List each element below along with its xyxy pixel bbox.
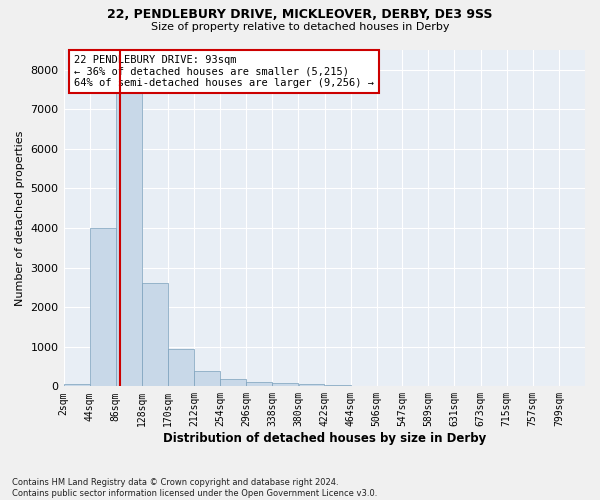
Bar xyxy=(272,383,298,386)
Bar xyxy=(168,348,194,387)
Bar xyxy=(142,284,168,387)
Bar xyxy=(299,384,325,386)
Bar xyxy=(247,382,272,386)
Text: Size of property relative to detached houses in Derby: Size of property relative to detached ho… xyxy=(151,22,449,32)
Bar xyxy=(220,380,246,386)
Y-axis label: Number of detached properties: Number of detached properties xyxy=(15,130,25,306)
Bar xyxy=(90,228,116,386)
Bar xyxy=(325,384,350,386)
Text: Contains HM Land Registry data © Crown copyright and database right 2024.
Contai: Contains HM Land Registry data © Crown c… xyxy=(12,478,377,498)
Bar xyxy=(64,384,89,386)
Text: 22 PENDLEBURY DRIVE: 93sqm
← 36% of detached houses are smaller (5,215)
64% of s: 22 PENDLEBURY DRIVE: 93sqm ← 36% of deta… xyxy=(74,55,374,88)
X-axis label: Distribution of detached houses by size in Derby: Distribution of detached houses by size … xyxy=(163,432,486,445)
Text: 22, PENDLEBURY DRIVE, MICKLEOVER, DERBY, DE3 9SS: 22, PENDLEBURY DRIVE, MICKLEOVER, DERBY,… xyxy=(107,8,493,20)
Bar xyxy=(116,82,142,386)
Bar xyxy=(194,370,220,386)
